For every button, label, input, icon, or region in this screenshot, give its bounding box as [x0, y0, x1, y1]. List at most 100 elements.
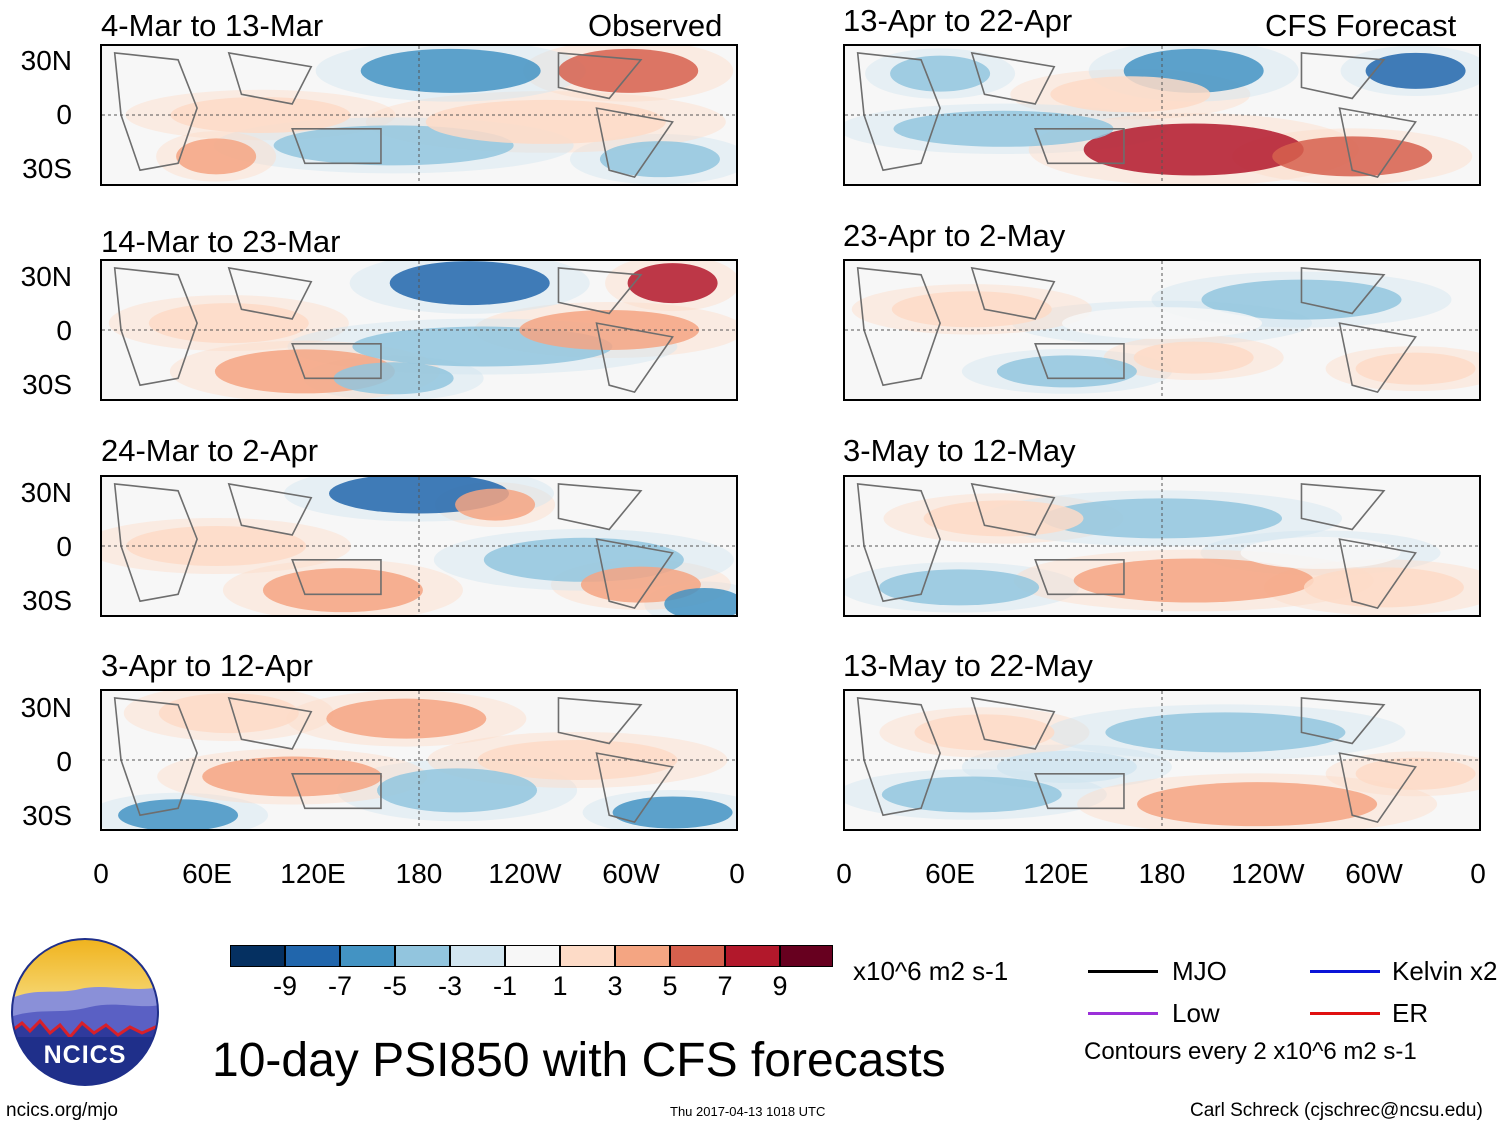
colorbar-label: -7: [327, 971, 353, 1001]
colorbar-swatch: [450, 945, 505, 967]
coastline: [291, 559, 382, 596]
map-panel-fcst-4: [843, 689, 1481, 831]
footer-url-link[interactable]: ncics.org/mjo: [6, 1100, 118, 1121]
coastline: [1300, 697, 1386, 745]
colorbar-swatch: [780, 945, 833, 967]
panel-title-obs-1: 4-Mar to 13-Mar: [101, 8, 324, 43]
panel-title-obs-3: 24-Mar to 2-Apr: [101, 433, 319, 468]
panel-title-fcst-4: 13-May to 22-May: [843, 648, 1093, 683]
anomaly-field: [845, 477, 1479, 615]
map-panel-obs-1: [100, 44, 738, 186]
anomaly-blob: [996, 355, 1137, 388]
anomaly-field: [102, 477, 736, 615]
legend-line-er: [1310, 1012, 1380, 1015]
coastline: [291, 128, 382, 165]
lon-label-0: 0: [836, 858, 852, 889]
anomaly-blob: [612, 796, 733, 829]
forecast-label: CFS Forecast: [1265, 8, 1457, 43]
map-panel-fcst-2: [843, 259, 1481, 401]
lat-label-30s: 30S: [22, 800, 72, 831]
lon-label-0: 0: [93, 858, 109, 889]
colorbar-swatch: [230, 945, 285, 967]
lon-label-0-end: 0: [1470, 858, 1486, 889]
legend-line-mjo: [1088, 970, 1158, 973]
anomaly-blob: [1105, 712, 1346, 753]
anomaly-blob: [1137, 782, 1378, 827]
coastline: [1300, 52, 1386, 100]
anomaly-field: [102, 46, 736, 184]
anomaly-blob: [425, 99, 666, 144]
coastline: [1300, 483, 1386, 531]
lat-label-eq: 0: [56, 746, 72, 777]
footer-credit: Carl Schreck (cjschrec@ncsu.edu): [1190, 1100, 1483, 1121]
coastline: [1034, 343, 1125, 380]
coastline: [595, 538, 674, 610]
coastline: [1338, 107, 1417, 179]
colorbar-swatch: [395, 945, 450, 967]
ncics-logo[interactable]: NCICS: [10, 937, 160, 1087]
colorbar-swatch: [725, 945, 780, 967]
anomaly-blob: [664, 587, 736, 615]
anomaly-blob: [389, 261, 550, 306]
lat-label-eq: 0: [56, 531, 72, 562]
anomaly-blob: [1133, 341, 1254, 374]
colorbar-swatch: [560, 945, 615, 967]
anomaly-field: [102, 261, 736, 399]
coastline: [970, 266, 1056, 320]
lon-label-60e: 60E: [182, 858, 232, 889]
lon-label-120e: 120E: [280, 858, 346, 889]
lat-label-30n: 30N: [20, 261, 72, 292]
observed-label: Observed: [588, 8, 723, 43]
coastline: [227, 482, 313, 536]
lat-label-30s: 30S: [22, 369, 72, 400]
colorbar-label: -1: [492, 971, 518, 1001]
lat-label-30n: 30N: [20, 477, 72, 508]
lon-label-60w: 60W: [1345, 858, 1403, 889]
anomaly-blob: [1042, 498, 1282, 539]
footer-timestamp: Thu 2017-04-13 1018 UTC: [670, 1104, 826, 1119]
legend-label-kelvin: Kelvin x2: [1392, 956, 1498, 986]
ncics-logo-icon: [11, 938, 159, 1086]
anomaly-blob: [377, 768, 538, 813]
colorbar-label: 9: [772, 971, 788, 1001]
lat-label-30n: 30N: [20, 45, 72, 76]
lat-label-eq: 0: [56, 99, 72, 130]
logo-text: NCICS: [43, 1041, 127, 1069]
lat-label-eq: 0: [56, 315, 72, 346]
panel-title-fcst-1: 13-Apr to 22-Apr: [843, 3, 1073, 38]
coastline: [970, 482, 1056, 536]
anomaly-blob: [923, 500, 1084, 537]
anomaly-blob: [118, 799, 239, 829]
anomaly-blob: [996, 750, 1137, 783]
lon-label-120e: 120E: [1023, 858, 1089, 889]
coastline: [227, 266, 313, 320]
anomaly-blob: [1240, 536, 1401, 569]
colorbar-label: 7: [717, 971, 733, 1001]
legend-line-kelvin: [1310, 970, 1380, 973]
map-panel-obs-4: [100, 689, 738, 831]
coastline: [557, 267, 643, 315]
coastline: [227, 696, 313, 750]
coastline: [557, 697, 643, 745]
coastline: [227, 51, 313, 105]
colorbar-swatch: [505, 945, 560, 967]
coastline: [1338, 322, 1417, 394]
anomaly-blob: [1272, 136, 1433, 177]
lon-label-60e: 60E: [925, 858, 975, 889]
anomaly-blob: [1083, 123, 1304, 176]
anomaly-blob: [262, 568, 423, 613]
anomaly-blob: [202, 756, 383, 797]
lon-label-120w: 120W: [488, 858, 562, 889]
anomaly-field: [102, 691, 736, 829]
lon-label-180: 180: [1138, 858, 1186, 889]
anomaly-blob: [1355, 757, 1476, 790]
anomaly-blob: [455, 488, 536, 521]
coastline: [1338, 538, 1417, 610]
anomaly-blob: [580, 566, 701, 603]
lon-label-60w: 60W: [602, 858, 660, 889]
coastline: [1300, 267, 1386, 315]
anomaly-blob: [1303, 567, 1464, 608]
contour-interval-note: Contours every 2 x10^6 m2 s-1: [1084, 1038, 1417, 1065]
anomaly-blob: [176, 138, 257, 175]
coastline: [1338, 752, 1417, 824]
